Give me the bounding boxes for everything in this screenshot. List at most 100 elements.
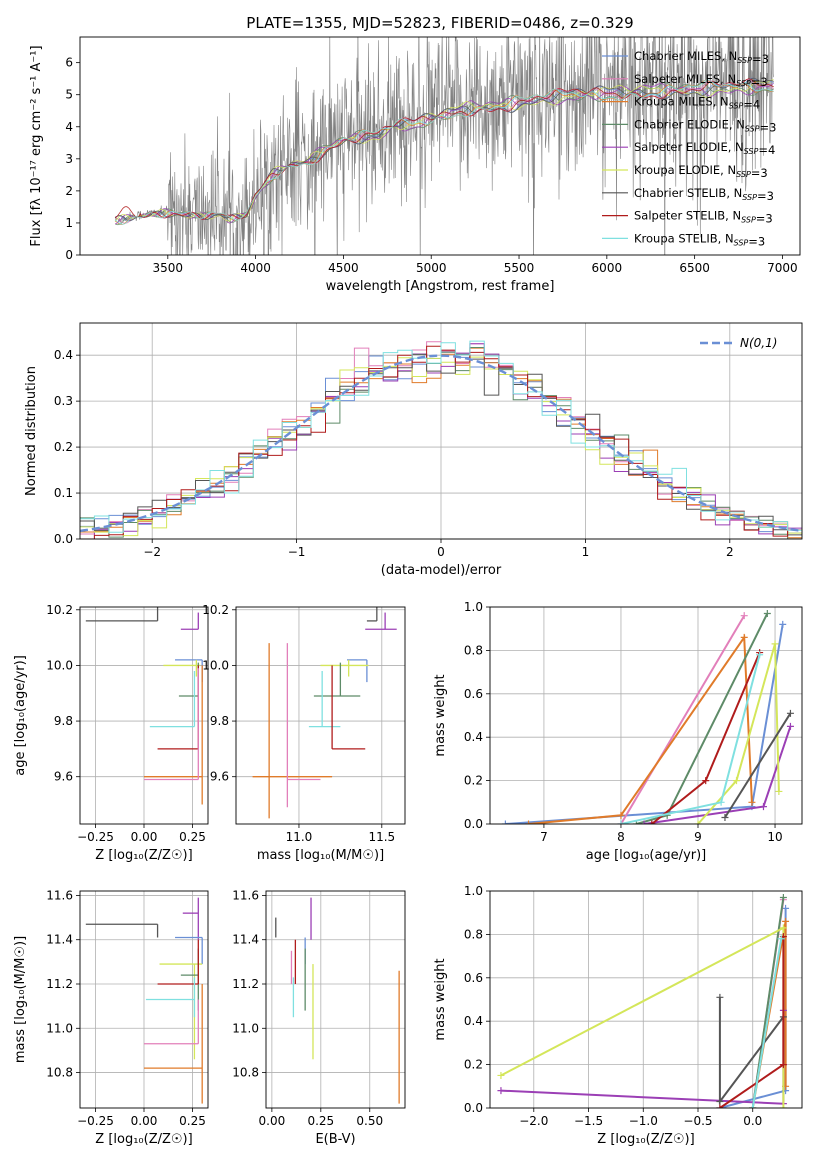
errorbar-group [252, 607, 397, 819]
weight-series-line [528, 634, 753, 824]
y-tick-label: 11.6 [46, 888, 73, 902]
y-tick-label: 11.4 [46, 933, 73, 947]
weight-marker [779, 620, 787, 628]
y-tick-label: 10.8 [46, 1066, 73, 1080]
x-tick-label: −2 [143, 545, 161, 559]
weight-marker [779, 924, 787, 932]
weight-marker [786, 722, 794, 730]
x-tick-label: 4500 [328, 261, 359, 275]
x-tick-label: 6500 [679, 261, 710, 275]
weight-marker [716, 1104, 724, 1108]
legend-entry-label: Salpeter ELODIE, NSSP=4 [634, 140, 775, 157]
observed-spectrum-line [114, 37, 774, 255]
x-tick-label: −1 [288, 545, 306, 559]
x-tick-label: 9 [694, 830, 702, 844]
x-axis-label: Z [log₁₀(Z/Z☉)] [95, 1132, 192, 1147]
histogram-series [80, 340, 802, 533]
gaussian-curve [80, 354, 800, 533]
y-tick-label: 11.6 [232, 888, 259, 902]
weight-marker [740, 633, 748, 641]
legend-entry-label: Kroupa MILES, NSSP=4 [634, 95, 760, 112]
x-axis-label: age [log₁₀(age/yr)] [586, 848, 707, 863]
y-tick-label: 9.6 [54, 770, 73, 784]
y-tick-label: 0.6 [464, 971, 483, 985]
weight-series-group [497, 894, 790, 1108]
y-tick-label: 0.4 [54, 348, 73, 362]
x-tick-label: −1.0 [629, 1114, 658, 1128]
legend-entry-label: N(0,1) [740, 336, 777, 350]
weight-marker [786, 709, 794, 717]
y-axis-label: mass weight [433, 674, 448, 756]
mass-vs-ebv-plot: 0.00 0.25 0.50 10.8 11.0 11.2 11.4 11.6 E(B-V) [232, 888, 406, 1147]
x-tick-label: 0.00 [131, 830, 158, 844]
y-tick-label: 11.2 [232, 977, 259, 991]
x-tick-label: 7 [540, 830, 548, 844]
x-tick-label: 0.0 [743, 1114, 762, 1128]
plots-group: 3500 4000 4500 5000 5500 6000 6500 7000 0 1 2 3 4 5 6 w… [13, 36, 803, 1147]
y-tick-label: 0.2 [54, 440, 73, 454]
model-series-line [114, 78, 774, 220]
x-tick-label: 0.00 [131, 1114, 158, 1128]
x-tick-label: 5500 [504, 261, 535, 275]
x-tick-label: 10 [767, 830, 782, 844]
weight-marker [717, 798, 725, 806]
weight-marker [779, 1061, 787, 1069]
y-tick-label: 9.8 [210, 714, 229, 728]
weight-marker [497, 1071, 505, 1079]
x-tick-label: 0.25 [179, 1114, 206, 1128]
errorbar-group [85, 897, 203, 1104]
x-axis-label: mass [log₁₀(M/M☉)] [257, 848, 384, 863]
legend-entry-label: Chabrier MILES, NSSP=3 [634, 49, 769, 66]
y-tick-label: 11.4 [232, 933, 259, 947]
axes-frame [265, 890, 406, 1109]
y-tick-label: 0.8 [464, 643, 483, 657]
y-tick-label: 5 [65, 88, 73, 102]
x-tick-label: 11.5 [368, 830, 395, 844]
weight-vs-age-plot: 7 8 9 10 0.0 0.2 0.4 0.6 0.8 1.0 age [log₁₀(age/yr… [433, 600, 803, 863]
weight-marker [740, 612, 748, 620]
weight-series-line [751, 938, 783, 1108]
weight-marker [748, 798, 756, 806]
weight-marker [782, 904, 790, 912]
weight-marker [716, 993, 724, 1001]
weight-marker [771, 640, 779, 648]
y-tick-label: 3 [65, 152, 73, 166]
y-tick-label: 10.0 [46, 658, 73, 672]
y-tick-label: 0.0 [464, 817, 483, 831]
age-vs-mass-plot: 11.0 11.5 9.6 9.8 10.0 10.2 mass [log₁₀(M/M☉)] [202, 603, 406, 863]
errorbar-group [275, 897, 400, 1104]
x-axis-label: (data-model)/error [381, 563, 502, 578]
weight-marker [782, 917, 790, 925]
weight-marker [759, 803, 767, 811]
y-tick-label: 9.8 [54, 714, 73, 728]
y-tick-label: 9.6 [210, 770, 229, 784]
weight-marker [694, 820, 702, 824]
weight-marker [779, 1104, 787, 1108]
figure-title: PLATE=1355, MJD=52823, FIBERID=0486, z=0… [246, 14, 633, 32]
y-axis-label: mass weight [433, 958, 448, 1040]
x-tick-label: 7000 [767, 261, 798, 275]
x-tick-label: 0 [437, 545, 445, 559]
age-vs-Z-plot: −0.25 0.00 0.25 9.6 9.8 10.0 10.2 Z [log₁₀(Z/Z☉… [13, 603, 209, 863]
x-tick-label: −0.25 [77, 830, 114, 844]
legend-entry-label: Salpeter STELIB, NSSP=3 [634, 209, 773, 226]
errorbar-group [85, 607, 203, 805]
x-tick-label: 0.25 [179, 830, 206, 844]
x-tick-label: −2.0 [519, 1114, 548, 1128]
axes-frame [79, 890, 209, 1109]
y-tick-label: 2 [65, 184, 73, 198]
weight-marker [617, 811, 625, 819]
legend-entry-label: Salpeter MILES, NSSP=3 [634, 72, 768, 89]
y-tick-label: 6 [65, 56, 73, 70]
axes-frame [489, 606, 803, 825]
y-tick-label: 0.8 [464, 927, 483, 941]
x-axis-label: E(B-V) [315, 1132, 355, 1147]
x-tick-label: 11.0 [286, 830, 313, 844]
y-tick-label: 0.0 [54, 532, 73, 546]
x-tick-label: 0.25 [307, 1114, 334, 1128]
residuals-plot: −2 −1 0 1 2 0.0 0.1 0.2 0.3 0.4 (data-model)/error… [24, 322, 803, 578]
spectrum-plot: 3500 4000 4500 5000 5500 6000 6500 7000 0 1 2 3 4 5 6 w… [29, 36, 801, 294]
x-tick-label: 6000 [592, 261, 623, 275]
y-tick-label: 4 [65, 120, 73, 134]
legend-entry-label: Chabrier STELIB, NSSP=3 [634, 186, 774, 203]
